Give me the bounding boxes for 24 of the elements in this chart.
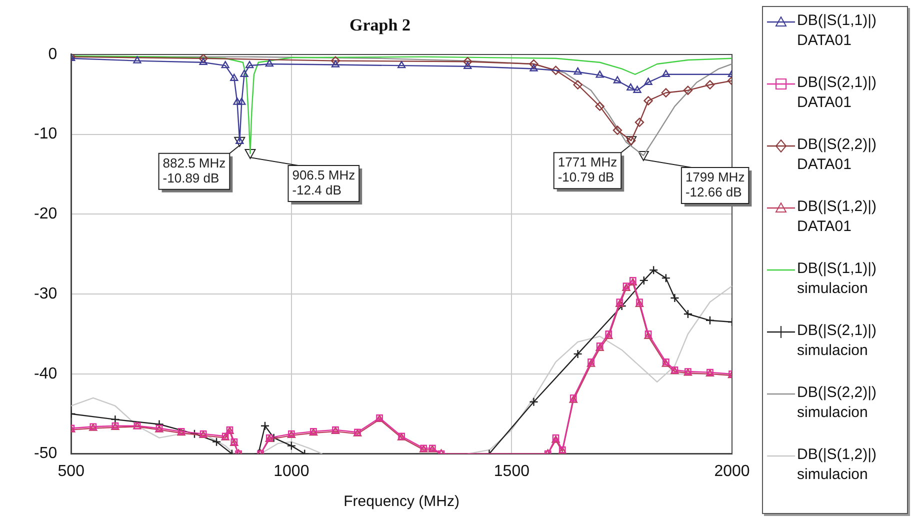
x-tick-label: 2000 bbox=[714, 462, 750, 480]
x-tick-label: 500 bbox=[58, 462, 85, 480]
annotation: 1771 MHz -10.79 dB bbox=[558, 154, 618, 185]
x-tick-label: 1500 bbox=[494, 462, 530, 480]
legend-label: DB(|S(2,2)|) simulacion bbox=[797, 383, 876, 423]
y-tick-label: -30 bbox=[34, 285, 58, 302]
y-tick-label: -50 bbox=[34, 445, 58, 462]
legend-label: DB(|S(1,1)|) DATA01 bbox=[797, 11, 876, 51]
legend-label: DB(|S(2,1)|) DATA01 bbox=[797, 73, 876, 113]
chart-title: Graph 2 bbox=[350, 16, 410, 35]
annotation: 1799 MHz -12.66 dB bbox=[685, 170, 745, 200]
x-axis-title: Frequency (MHz) bbox=[344, 493, 460, 510]
y-tick-label: -10 bbox=[34, 126, 58, 143]
y-tick-label: 0 bbox=[48, 46, 58, 63]
legend-label: DB(|S(1,2)|) simulacion bbox=[797, 445, 876, 485]
legend-label: DB(|S(1,2)|) DATA01 bbox=[797, 197, 876, 237]
legend-label: DB(|S(2,1)|) simulacion bbox=[797, 321, 876, 361]
y-tick-label: -20 bbox=[34, 206, 58, 223]
legend-label: DB(|S(1,1)|) simulacion bbox=[797, 259, 876, 299]
legend-label: DB(|S(2,2)|) DATA01 bbox=[797, 135, 876, 175]
annotation: 882.5 MHz -10.89 dB bbox=[162, 155, 226, 186]
y-tick-label: -40 bbox=[34, 365, 58, 382]
x-tick-label: 1000 bbox=[274, 462, 310, 480]
annotation: 906.5 MHz -12.4 dB bbox=[292, 168, 356, 198]
